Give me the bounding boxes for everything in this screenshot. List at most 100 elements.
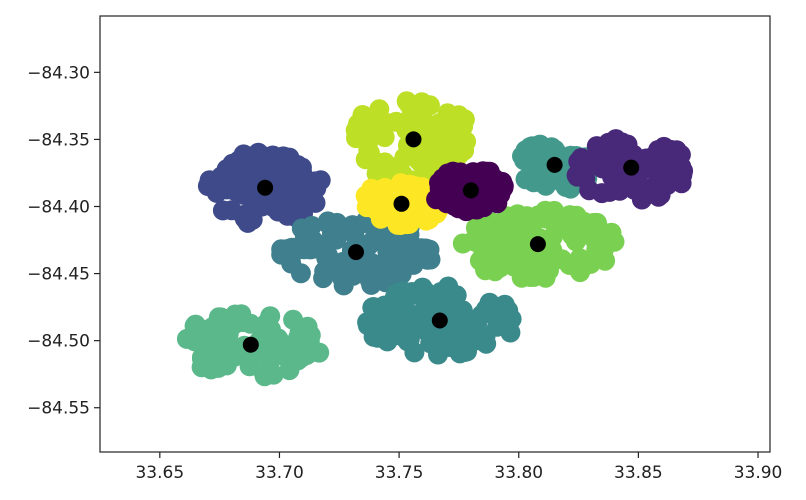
- data-point: [359, 269, 380, 290]
- data-point: [268, 196, 289, 217]
- centroid-marker: [529, 236, 546, 253]
- centroid-marker: [257, 179, 274, 196]
- data-point: [407, 149, 428, 170]
- data-point: [294, 239, 315, 260]
- data-point: [433, 285, 454, 306]
- y-tick-label: −84.40: [27, 197, 90, 217]
- centroid-marker: [348, 244, 364, 261]
- data-point: [632, 184, 653, 205]
- x-tick-label: 33.80: [494, 463, 543, 483]
- x-tick-label: 33.65: [135, 463, 184, 483]
- cluster-6: [357, 276, 522, 365]
- data-point: [539, 260, 559, 281]
- data-point: [390, 215, 411, 235]
- x-tick-label: 33.75: [375, 463, 424, 483]
- y-tick-label: −84.55: [27, 399, 90, 419]
- data-point: [454, 109, 475, 130]
- data-point: [545, 142, 566, 163]
- data-point: [528, 205, 549, 226]
- data-point: [448, 180, 469, 201]
- data-point: [648, 140, 669, 160]
- data-point: [506, 238, 527, 259]
- data-point: [394, 302, 415, 323]
- data-point: [230, 310, 251, 331]
- data-point: [419, 239, 440, 260]
- data-point: [648, 186, 669, 207]
- data-point: [326, 229, 347, 250]
- cluster-1: [197, 142, 331, 233]
- data-point: [288, 186, 309, 207]
- data-point: [191, 357, 212, 378]
- data-point: [435, 333, 456, 353]
- data-point: [400, 243, 420, 264]
- data-point: [363, 230, 384, 251]
- centroid-marker: [431, 312, 448, 329]
- data-point: [360, 143, 380, 164]
- cluster-points: [176, 91, 694, 387]
- y-tick-label: −84.45: [27, 265, 90, 285]
- cluster-5: [176, 304, 330, 387]
- data-point: [367, 117, 388, 138]
- data-point: [305, 192, 326, 213]
- data-point: [570, 216, 591, 237]
- centroid-marker: [393, 195, 410, 212]
- data-point: [481, 212, 502, 233]
- data-point: [426, 189, 447, 210]
- data-point: [279, 360, 300, 381]
- data-point: [429, 172, 449, 193]
- data-point: [248, 142, 269, 163]
- data-point: [489, 315, 510, 336]
- data-point: [251, 196, 272, 217]
- plot-frame: [99, 15, 771, 453]
- data-point: [374, 191, 395, 212]
- data-point: [616, 171, 637, 192]
- data-point: [296, 326, 317, 347]
- data-point: [371, 161, 392, 182]
- data-point: [310, 170, 331, 191]
- data-point: [296, 345, 317, 365]
- data-point: [420, 126, 441, 147]
- data-point: [258, 315, 279, 336]
- x-tick-label: 33.85: [614, 463, 663, 483]
- centroid-marker: [546, 156, 563, 173]
- data-point: [479, 292, 500, 313]
- x-tick-label: 33.70: [255, 463, 304, 483]
- data-point: [597, 233, 618, 254]
- data-point: [493, 177, 514, 198]
- data-point: [465, 319, 486, 340]
- data-point: [611, 132, 632, 153]
- data-point: [206, 182, 227, 203]
- data-point: [228, 160, 249, 181]
- centroid-marker: [623, 159, 640, 176]
- data-point: [202, 316, 223, 337]
- data-point: [344, 224, 365, 244]
- data-point: [176, 328, 197, 349]
- x-axis: 33.65 33.70 33.75 33.80 33.85 33.90: [135, 452, 782, 483]
- data-point: [397, 331, 418, 352]
- data-point: [559, 254, 580, 275]
- data-point: [580, 253, 601, 274]
- y-tick-label: −84.35: [27, 130, 90, 150]
- data-point: [666, 140, 687, 161]
- data-point: [466, 199, 487, 220]
- data-point: [402, 282, 422, 302]
- centroid-marker: [242, 336, 259, 353]
- centroid-marker: [462, 182, 479, 199]
- data-point: [330, 254, 351, 275]
- data-point: [454, 342, 475, 362]
- data-point: [579, 180, 600, 201]
- data-point: [274, 162, 295, 183]
- data-point: [290, 263, 311, 284]
- data-point: [517, 220, 538, 241]
- data-point: [447, 315, 468, 336]
- data-point: [357, 315, 378, 336]
- cluster-8: [426, 161, 514, 222]
- data-point: [208, 357, 229, 378]
- data-point: [218, 324, 239, 344]
- y-axis: −84.30 −84.35 −84.40 −84.45 −84.50 −84.55: [27, 63, 100, 419]
- x-tick-label: 33.90: [734, 463, 783, 483]
- cluster-10: [566, 129, 694, 210]
- y-tick-label: −84.30: [27, 63, 90, 83]
- data-point: [444, 141, 465, 162]
